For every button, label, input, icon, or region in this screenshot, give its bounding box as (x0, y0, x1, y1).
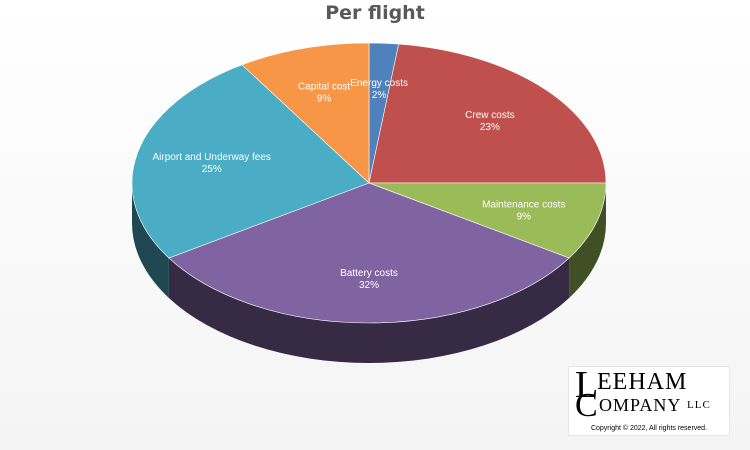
pie-slice-battery-costs (168, 182, 570, 324)
chart-title: Per flight (325, 2, 425, 24)
pie-side-battery-costs (168, 258, 570, 363)
pie-label-airport-and-underway-fees: Airport and Underway fees 25% (153, 152, 271, 175)
pie-slice-airport-and-underway-fees (131, 64, 370, 259)
pie-slices (131, 42, 607, 324)
pie-slice-capital-cost (241, 42, 370, 184)
pie-label-maintenance-costs: Maintenance costs 9% (482, 200, 565, 223)
company-logo: L EEHAM C OMPANY LLC Copyright © 2022, A… (568, 364, 730, 436)
logo-initial-l: L (575, 364, 599, 406)
pie-labels: Energy costs 2% Crew costs 23% Maintenance c… (153, 78, 566, 291)
copyright-text: Copyright © 2022, All rights reserved. (590, 425, 708, 432)
logo-initial-c: C (575, 387, 598, 424)
pie-slice-crew-costs (368, 43, 607, 184)
pie-label-capital-cost: Capital cost 9% (298, 82, 350, 105)
pie-3d-side (132, 183, 606, 363)
pie-side-maintenance-costs (569, 183, 606, 299)
logo-line1: EEHAM (597, 369, 688, 395)
logo-suffix: LLC (687, 399, 711, 411)
pie-label-energy-costs: Energy costs 2% (350, 78, 408, 101)
pie-label-battery-costs: Battery costs 32% (340, 268, 398, 291)
pie-side-airport-and-underway-fees (132, 183, 169, 299)
logo-line2: OMPANY (599, 395, 682, 415)
pie-label-crew-costs: Crew costs 23% (465, 110, 514, 133)
pie-slice-maintenance-costs (368, 182, 607, 259)
